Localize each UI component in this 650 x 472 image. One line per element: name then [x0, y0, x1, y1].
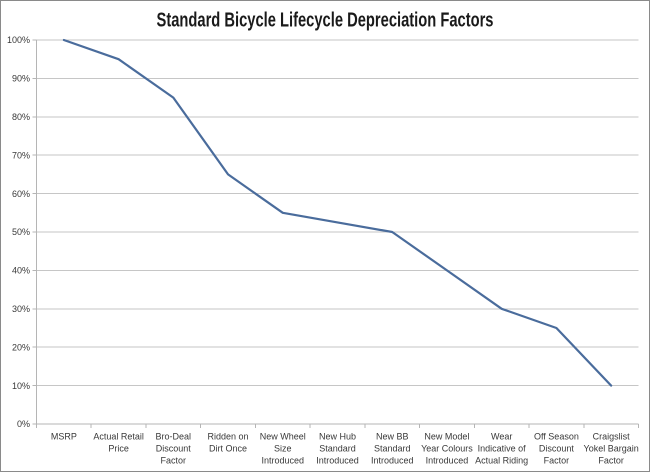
svg-text:30%: 30% [12, 304, 30, 314]
svg-text:MSRP: MSRP [51, 432, 77, 442]
svg-text:40%: 40% [12, 266, 30, 276]
svg-text:70%: 70% [12, 150, 30, 160]
svg-text:50%: 50% [12, 227, 30, 237]
svg-text:100%: 100% [7, 35, 30, 45]
svg-text:90%: 90% [12, 74, 30, 84]
svg-text:60%: 60% [12, 189, 30, 199]
svg-text:80%: 80% [12, 112, 30, 122]
svg-text:20%: 20% [12, 342, 30, 352]
svg-text:10%: 10% [12, 381, 30, 391]
svg-text:Standard Bicycle Lifecycle Dep: Standard Bicycle Lifecycle Depreciation … [157, 10, 494, 32]
svg-text:0%: 0% [17, 419, 30, 429]
